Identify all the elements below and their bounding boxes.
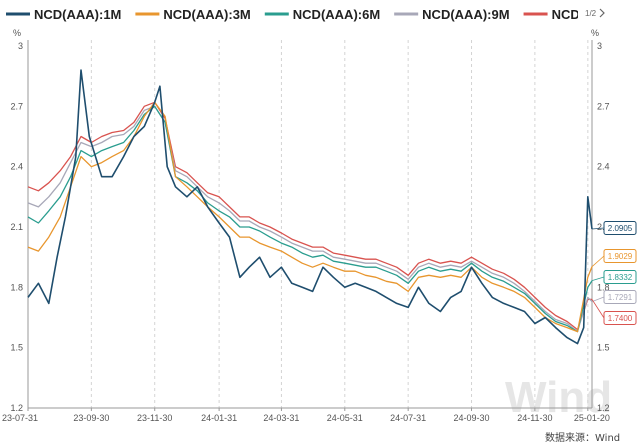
x-tick-label: 23-09-30 <box>73 413 109 423</box>
y-ticks-right: 1.2 1.5 1.8 2.1 2.4 2.7 3 <box>597 41 610 413</box>
series-line-ncd-aaa-9m <box>27 105 593 333</box>
legend-item[interactable]: NCD(AAA):1Y <box>523 7 638 22</box>
legend-item[interactable]: NCD(AAA):3M <box>135 7 251 22</box>
legend-pager[interactable]: 1/2 <box>585 8 605 18</box>
series-line-ncd-aaa-3m <box>27 101 593 333</box>
y-tick-label-left: 2.4 <box>10 162 23 172</box>
end-tag-value: 1.7291 <box>608 293 633 302</box>
x-tick-label: 24-05-31 <box>327 413 363 423</box>
y-tick-label-left: 2.1 <box>10 222 23 232</box>
y-ticks-left: 1.2 1.5 1.8 2.1 2.4 2.7 3 <box>10 41 23 413</box>
legend-item[interactable]: NCD(AAA):9M <box>394 7 510 22</box>
legend-label: NCD(AAA):6M <box>293 7 380 22</box>
x-ticks: 23-07-31 23-09-30 23-11-30 24-01-31 24-03-31… <box>2 408 610 423</box>
legend-label: NCD(AAA):3M <box>163 7 250 22</box>
y-tick-label-right: 1.5 <box>597 343 610 353</box>
y-tick-label-left: 1.5 <box>10 343 23 353</box>
x-tick-label: 24-11-30 <box>517 413 552 423</box>
end-tag-ncd-aaa-9m: 1.7291 <box>591 290 637 304</box>
legend[interactable]: NCD(AAA):1M NCD(AAA):3M NCD(AAA):6M NCD(AAA… <box>6 7 637 22</box>
series-line-ncd-aaa-1y <box>27 101 592 331</box>
legend-label: NCD(AAA):9M <box>422 7 509 22</box>
legend-label: NCD(AAA):1Y <box>552 7 638 22</box>
series-line-ncd-aaa-1m <box>27 69 593 345</box>
end-tag-value: 1.8332 <box>608 273 633 282</box>
source-note: 数据来源：Wind <box>545 431 620 444</box>
series-line-ncd-aaa-6m <box>27 105 593 333</box>
legend-page-indicator: 1/2 <box>585 9 597 18</box>
end-tag-ncd-aaa-1m: 2.0905 <box>591 221 637 235</box>
x-tick-label: 24-07-31 <box>390 413 426 423</box>
grid <box>90 40 589 408</box>
y-tick-label-right: 1.2 <box>597 403 610 413</box>
y-tick-label-right: 1.8 <box>597 282 610 292</box>
legend-item[interactable]: NCD(AAA):1M <box>6 7 121 22</box>
y-tick-label-left: 1.8 <box>10 282 23 292</box>
x-tick-label: 24-01-31 <box>201 413 237 423</box>
watermark: Wind <box>505 373 612 422</box>
legend-label: NCD(AAA):1M <box>34 7 121 22</box>
y-tick-label-right: 2.1 <box>597 222 610 232</box>
end-tag-value: 1.9029 <box>608 252 633 261</box>
chevron-right-icon[interactable] <box>599 8 605 18</box>
y-unit-right: % <box>591 28 599 38</box>
x-tick-label: 23-11-30 <box>137 413 172 423</box>
end-tag-value: 1.7400 <box>608 314 633 323</box>
y-tick-label-left: 3 <box>18 41 23 51</box>
legend-item[interactable]: NCD(AAA):6M <box>264 7 380 22</box>
end-tag-ncd-aaa-1y: 1.7400 <box>591 299 637 325</box>
x-tick-label: 23-07-31 <box>2 413 38 423</box>
end-tag-ncd-aaa-3m: 1.9029 <box>591 249 637 267</box>
y-tick-label-right: 2.7 <box>597 101 610 111</box>
x-tick-label: 24-03-31 <box>263 413 299 423</box>
y-tick-label-left: 2.7 <box>10 101 23 111</box>
end-tag-ncd-aaa-6m: 1.8332 <box>591 270 637 284</box>
end-value-tags: 2.0905 1.9029 1.8332 1.7291 1.7400 <box>591 221 637 325</box>
end-tag-value: 2.0905 <box>608 224 633 233</box>
x-tick-label: 24-09-30 <box>453 413 489 423</box>
y-unit-left: % <box>13 28 21 38</box>
y-tick-label-left: 1.2 <box>10 403 23 413</box>
axes <box>27 40 593 409</box>
y-tick-label-right: 2.4 <box>597 162 610 172</box>
y-tick-label-right: 3 <box>597 41 602 51</box>
series-lines <box>27 69 593 345</box>
x-tick-label: 25-01-20 <box>574 413 610 423</box>
